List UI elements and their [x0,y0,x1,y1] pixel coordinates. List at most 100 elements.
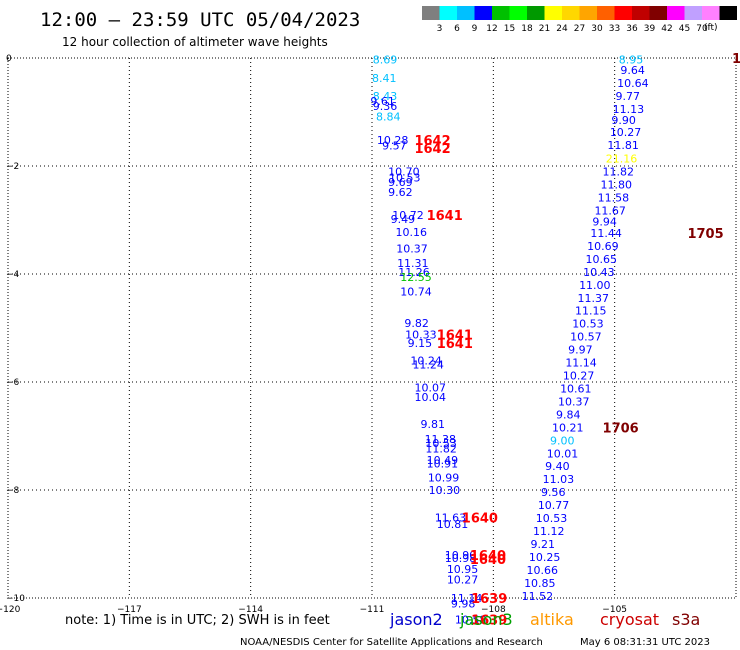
wave-height-label: 10.95 [447,563,479,576]
y-tick-label: −6 [6,378,20,388]
wave-height-label: 9.97 [568,344,593,357]
scale-tick-label: 6 [454,24,460,34]
footer-timestamp: May 6 08:31:31 UTC 2023 [580,637,710,648]
scale-tick-label: 27 [574,24,585,34]
scale-swatch [614,6,632,20]
wave-height-label: 9.90 [611,114,636,127]
satellite-legend-altika: altika [530,610,574,629]
color-scale: 3 6 9 12 15 18 21 24 27 30 33 36 39 42 45 70 [422,6,737,34]
wave-height-label: 10.58 [455,614,487,627]
time-label: 1641 [437,337,473,352]
y-tick-label: −2 [6,162,19,172]
x-tick-label: −111 [360,605,385,615]
scale-swatch [544,6,562,20]
scale-swatch [632,6,650,20]
wave-height-label: 10.66 [526,564,558,577]
wave-height-label: 12.55 [400,271,432,284]
time-label: 1640 [470,549,506,564]
scale-tick-label: 39 [644,24,656,34]
satellite-legend-jason3: jason3 [459,610,513,629]
scale-tick-label: 12 [486,24,497,34]
wave-height-label: 8.41 [372,72,397,85]
wave-height-label: 21.16 [606,152,638,165]
scale-tick-label: 36 [626,24,638,34]
scale-swatch [562,6,580,20]
wave-height-label: 11.24 [412,359,444,372]
scale-tick-label: 9 [472,24,478,34]
y-tick-label: −4 [6,270,20,280]
wave-height-label: 10.27 [563,370,595,383]
wave-height-label: 10.43 [583,266,615,279]
wave-height-label: 11.03 [543,473,575,486]
time-label: 1705 [687,227,723,242]
scale-swatch [527,6,545,20]
wave-height-label: 10.21 [552,421,584,434]
wave-height-label: 10.33 [405,328,437,341]
wave-height-label: 9.36 [373,100,398,113]
wave-height-label: 11.63 [435,512,467,525]
scale-swatch [597,6,615,20]
wave-height-label: 9.56 [541,486,566,499]
scale-tick-label: 45 [679,24,690,34]
time-label: 1641 [427,209,463,224]
wave-height-label: 9.84 [556,408,581,421]
wave-height-label: 10.70 [388,165,420,178]
scale-swatch [492,6,510,20]
time-label: 17 [732,52,740,67]
wave-height-label: 10.77 [538,499,570,512]
y-tick-label: 0 [6,54,12,64]
wave-height-label: 8.84 [376,110,401,123]
chart-title: 12:00 – 23:59 UTC 05/04/2023 [40,9,360,31]
wave-height-label: 9.82 [404,317,429,330]
wave-height-label: 10.24 [410,354,442,367]
scale-tick-label: 24 [556,24,568,34]
wave-height-label: 11.81 [607,139,639,152]
footer-credit: NOAA/NESDIS Center for Satellite Applica… [240,637,543,648]
scale-tick-label: 15 [504,24,515,34]
wave-height-label: 11.37 [577,292,609,305]
wave-height-label: 9.40 [545,460,570,473]
time-label: 1640 [462,512,498,527]
scale-tick-label: 30 [591,24,603,34]
wave-height-label: 11.12 [533,525,565,538]
wave-height-label: 10.27 [610,126,642,139]
wave-height-label: 8.43 [373,90,398,103]
scale-tick-label: 42 [661,24,672,34]
wave-height-label: 10.65 [586,253,618,266]
color-scale-unit: (ft) [704,23,718,33]
wave-height-label: 10.53 [536,512,568,525]
wave-height-label: 11.67 [594,204,626,217]
wave-height-label: 11.14 [565,357,597,370]
scale-swatch [702,6,720,20]
wave-height-label: 10.74 [400,285,432,298]
wave-height-label: 10.57 [570,331,602,344]
satellite-legend-cryosat: cryosat [600,610,659,629]
y-tick-label: −8 [6,486,20,496]
wave-height-label: 11.44 [590,227,622,240]
time-label: 1642 [414,134,450,149]
scale-swatch [509,6,527,20]
wave-height-label: 9.69 [388,176,413,189]
wave-height-label: 11.80 [601,178,633,191]
wave-height-label: 11.15 [575,305,607,318]
time-label: 1640 [470,553,506,568]
time-label: 1642 [414,142,450,157]
wave-height-label: 9.15 [408,337,433,350]
wave-height-label: 10.27 [447,574,479,587]
wave-height-label: 10.37 [558,395,590,408]
wave-height-label: 10.69 [587,240,619,253]
x-tick-label: −120 [0,605,21,615]
x-tick-label: −108 [481,605,506,615]
wave-height-label: 10.85 [524,577,556,590]
wave-height-label: 9.21 [531,538,556,551]
scale-swatch [684,6,702,20]
wave-height-label: 10.53 [425,437,457,450]
grid [8,58,736,598]
scale-swatch [667,6,685,20]
time-label: 1639 [471,614,507,629]
wave-height-label: 11.82 [603,165,635,178]
wave-height-label: 9.64 [620,64,645,77]
scale-swatch [719,6,737,20]
satellite-legend: jason2 jason3 altika cryosat s3a [389,610,700,629]
scale-tick-label: 21 [539,24,550,34]
